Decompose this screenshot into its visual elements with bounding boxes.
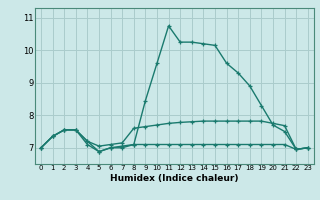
X-axis label: Humidex (Indice chaleur): Humidex (Indice chaleur): [110, 174, 239, 183]
